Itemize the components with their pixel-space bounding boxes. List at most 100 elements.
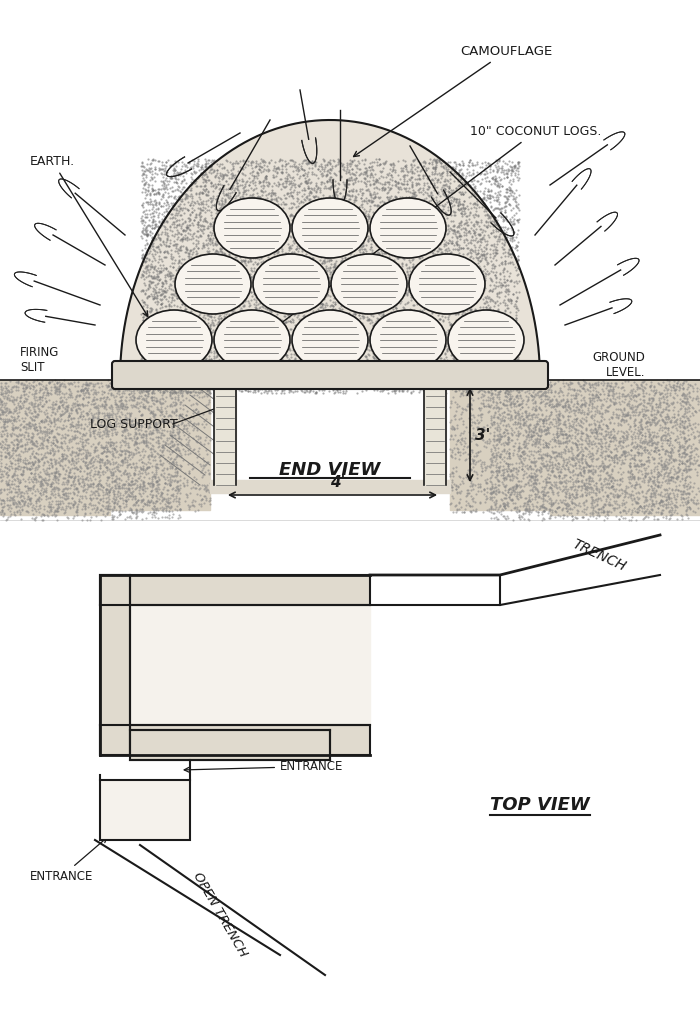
Point bbox=[379, 278, 390, 295]
Point bbox=[197, 457, 209, 474]
Point bbox=[452, 320, 463, 336]
Point bbox=[113, 378, 125, 394]
Point bbox=[293, 363, 304, 380]
Point bbox=[110, 396, 121, 413]
Point bbox=[281, 217, 293, 234]
Point bbox=[193, 325, 204, 342]
Point bbox=[185, 326, 196, 343]
Point bbox=[517, 443, 528, 460]
Point bbox=[324, 291, 335, 307]
Point bbox=[581, 501, 592, 518]
Point bbox=[575, 392, 587, 409]
Point bbox=[161, 405, 172, 421]
Point bbox=[0, 433, 7, 449]
Point bbox=[132, 393, 143, 410]
Point bbox=[335, 215, 346, 232]
Point bbox=[497, 463, 508, 479]
Point bbox=[326, 336, 337, 353]
Point bbox=[605, 382, 616, 398]
Point bbox=[154, 366, 165, 383]
Point bbox=[592, 397, 603, 414]
Point bbox=[250, 157, 261, 174]
Point bbox=[419, 257, 430, 273]
Point bbox=[184, 354, 195, 371]
Point bbox=[184, 324, 195, 341]
Point bbox=[570, 436, 582, 452]
Point bbox=[490, 442, 501, 459]
Point bbox=[388, 213, 399, 230]
Point bbox=[2, 445, 13, 462]
Point bbox=[660, 398, 671, 415]
Point bbox=[125, 501, 136, 518]
Point bbox=[202, 454, 213, 471]
Point bbox=[234, 247, 246, 264]
Point bbox=[489, 468, 500, 484]
Point bbox=[350, 157, 361, 174]
Point bbox=[564, 497, 575, 513]
Point bbox=[372, 346, 383, 362]
Point bbox=[589, 436, 600, 452]
Point bbox=[125, 380, 136, 396]
Point bbox=[454, 249, 466, 266]
Point bbox=[320, 229, 331, 245]
Point bbox=[11, 489, 22, 505]
Point bbox=[239, 331, 250, 348]
Point bbox=[152, 208, 163, 225]
Point bbox=[491, 359, 503, 376]
Point bbox=[453, 198, 464, 214]
Point bbox=[307, 197, 318, 213]
Point bbox=[393, 250, 404, 267]
Point bbox=[246, 263, 258, 279]
Point bbox=[88, 391, 99, 408]
Point bbox=[666, 418, 677, 435]
Point bbox=[407, 217, 418, 234]
Point bbox=[147, 241, 158, 258]
Point bbox=[566, 508, 578, 525]
Point bbox=[174, 290, 185, 306]
Point bbox=[600, 443, 611, 460]
Point bbox=[234, 256, 245, 272]
Point bbox=[680, 446, 692, 463]
Point bbox=[190, 173, 201, 189]
Point bbox=[311, 182, 322, 199]
Point bbox=[434, 165, 445, 181]
Point bbox=[340, 162, 351, 179]
Point bbox=[446, 481, 457, 498]
Point bbox=[601, 402, 612, 418]
Point bbox=[90, 422, 101, 439]
Point bbox=[268, 226, 279, 242]
Point bbox=[510, 455, 522, 472]
Point bbox=[8, 495, 19, 511]
Point bbox=[477, 358, 488, 375]
Point bbox=[263, 337, 274, 354]
Point bbox=[184, 197, 195, 213]
Point bbox=[648, 434, 659, 450]
Point bbox=[230, 184, 241, 201]
Point bbox=[260, 170, 272, 186]
Point bbox=[402, 328, 414, 345]
Point bbox=[321, 200, 332, 216]
Point bbox=[395, 293, 407, 309]
Point bbox=[365, 176, 376, 193]
Point bbox=[193, 283, 204, 299]
Point bbox=[660, 377, 671, 393]
Point bbox=[71, 404, 83, 420]
Point bbox=[222, 258, 233, 274]
Point bbox=[370, 315, 381, 331]
Point bbox=[360, 228, 372, 244]
Point bbox=[309, 202, 321, 218]
Point bbox=[159, 471, 170, 487]
Point bbox=[193, 502, 204, 519]
Point bbox=[509, 274, 520, 291]
Point bbox=[173, 431, 184, 447]
Point bbox=[350, 215, 361, 232]
Point bbox=[160, 248, 172, 265]
Point bbox=[402, 284, 414, 300]
Point bbox=[195, 194, 206, 210]
Point bbox=[579, 478, 590, 495]
Point bbox=[304, 377, 315, 393]
Point bbox=[191, 271, 202, 288]
Point bbox=[285, 228, 296, 244]
Point bbox=[235, 217, 246, 234]
Point bbox=[94, 454, 106, 471]
